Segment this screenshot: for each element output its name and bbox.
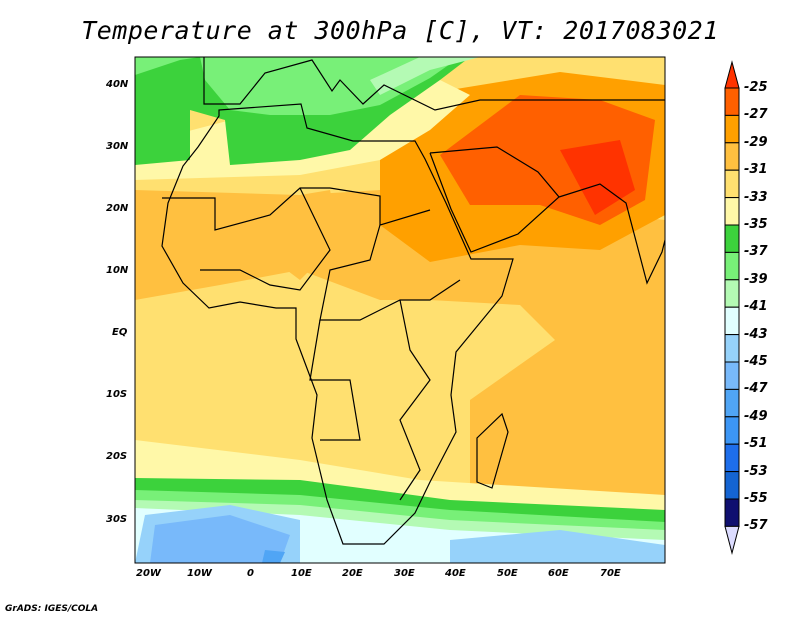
lat-label: 20N bbox=[106, 203, 129, 214]
colorbar-box bbox=[724, 87, 740, 116]
coastlines bbox=[161, 57, 665, 545]
border bbox=[319, 224, 461, 321]
colorbar-label: -33 bbox=[744, 190, 768, 205]
colorbar-box bbox=[724, 361, 740, 390]
colorbar-box bbox=[724, 197, 740, 226]
lat-label: 40N bbox=[106, 79, 129, 90]
colorbar-label: -43 bbox=[744, 327, 768, 342]
madagascar-outline bbox=[476, 412, 509, 489]
colorbar-box bbox=[724, 224, 740, 253]
lat-label: 10S bbox=[106, 389, 128, 400]
colorbar-box bbox=[724, 251, 740, 281]
border bbox=[399, 299, 431, 501]
colorbar-label: -35 bbox=[744, 217, 768, 232]
colorbar-box bbox=[724, 416, 740, 445]
credit-text: GrADS: IGES/COLA bbox=[5, 604, 99, 614]
colorbar-label: -55 bbox=[744, 491, 768, 506]
colorbar-label: -53 bbox=[744, 464, 768, 479]
asia-coast bbox=[558, 183, 665, 285]
lon-label: 50E bbox=[497, 568, 518, 579]
lat-label: 30N bbox=[106, 141, 129, 152]
lon-label: 10W bbox=[187, 568, 212, 579]
africa-outline bbox=[161, 103, 514, 545]
contour-fill bbox=[450, 530, 665, 563]
colorbar-label: -37 bbox=[744, 244, 768, 259]
temperature-field bbox=[135, 57, 665, 563]
lon-label: 60E bbox=[548, 568, 569, 579]
contour-fill bbox=[135, 57, 200, 75]
colorbar-bottom-arrow bbox=[724, 525, 740, 555]
contour-fill bbox=[370, 57, 480, 95]
contour-fill bbox=[150, 515, 290, 563]
colorbar-label: -57 bbox=[744, 518, 768, 533]
colorbar-box bbox=[724, 114, 740, 144]
lat-label: 30S bbox=[106, 514, 128, 525]
border bbox=[309, 319, 361, 441]
colorbar-label: -31 bbox=[744, 162, 768, 177]
colorbar-box bbox=[724, 169, 740, 199]
colorbar-label: -49 bbox=[744, 409, 768, 424]
colorbar-top-arrow bbox=[724, 60, 740, 89]
colorbar-label: -47 bbox=[744, 381, 768, 396]
colorbar-box bbox=[724, 334, 740, 363]
contour-fill bbox=[260, 190, 340, 280]
colorbar-box bbox=[724, 306, 740, 336]
lon-label: 10E bbox=[291, 568, 312, 579]
colorbar-box bbox=[724, 443, 740, 473]
colorbar-label: -29 bbox=[744, 135, 768, 150]
map-frame bbox=[134, 56, 666, 564]
colorbar-label: -51 bbox=[744, 436, 768, 451]
plot-title: Temperature at 300hPa [C], VT: 201708302… bbox=[81, 16, 719, 45]
colorbar-box bbox=[724, 388, 740, 418]
colorbar-label: -41 bbox=[744, 299, 768, 314]
colorbar-box bbox=[724, 142, 740, 171]
lat-label: 10N bbox=[106, 265, 129, 276]
colorbar-label: -39 bbox=[744, 272, 768, 287]
lon-label: 20E bbox=[342, 568, 363, 579]
lon-label: 0 bbox=[247, 568, 254, 579]
colorbar-label: -45 bbox=[744, 354, 768, 369]
europe-coast bbox=[203, 57, 665, 111]
contour-fill bbox=[262, 550, 285, 563]
lon-label: 30E bbox=[394, 568, 415, 579]
lon-label: 20W bbox=[136, 568, 161, 579]
border bbox=[200, 187, 331, 291]
colorbar-label: -25 bbox=[744, 80, 768, 95]
lon-label: 70E bbox=[600, 568, 621, 579]
colorbar-box bbox=[724, 471, 740, 500]
lat-label: 20S bbox=[106, 451, 128, 462]
colorbar-box bbox=[724, 279, 740, 308]
colorbar-box bbox=[724, 498, 740, 527]
lat-label: EQ bbox=[112, 327, 128, 338]
colorbar bbox=[724, 60, 740, 555]
arabia-outline bbox=[429, 146, 560, 253]
colorbar-label: -27 bbox=[744, 107, 768, 122]
lon-label: 40E bbox=[445, 568, 466, 579]
contour-fill bbox=[135, 190, 665, 505]
